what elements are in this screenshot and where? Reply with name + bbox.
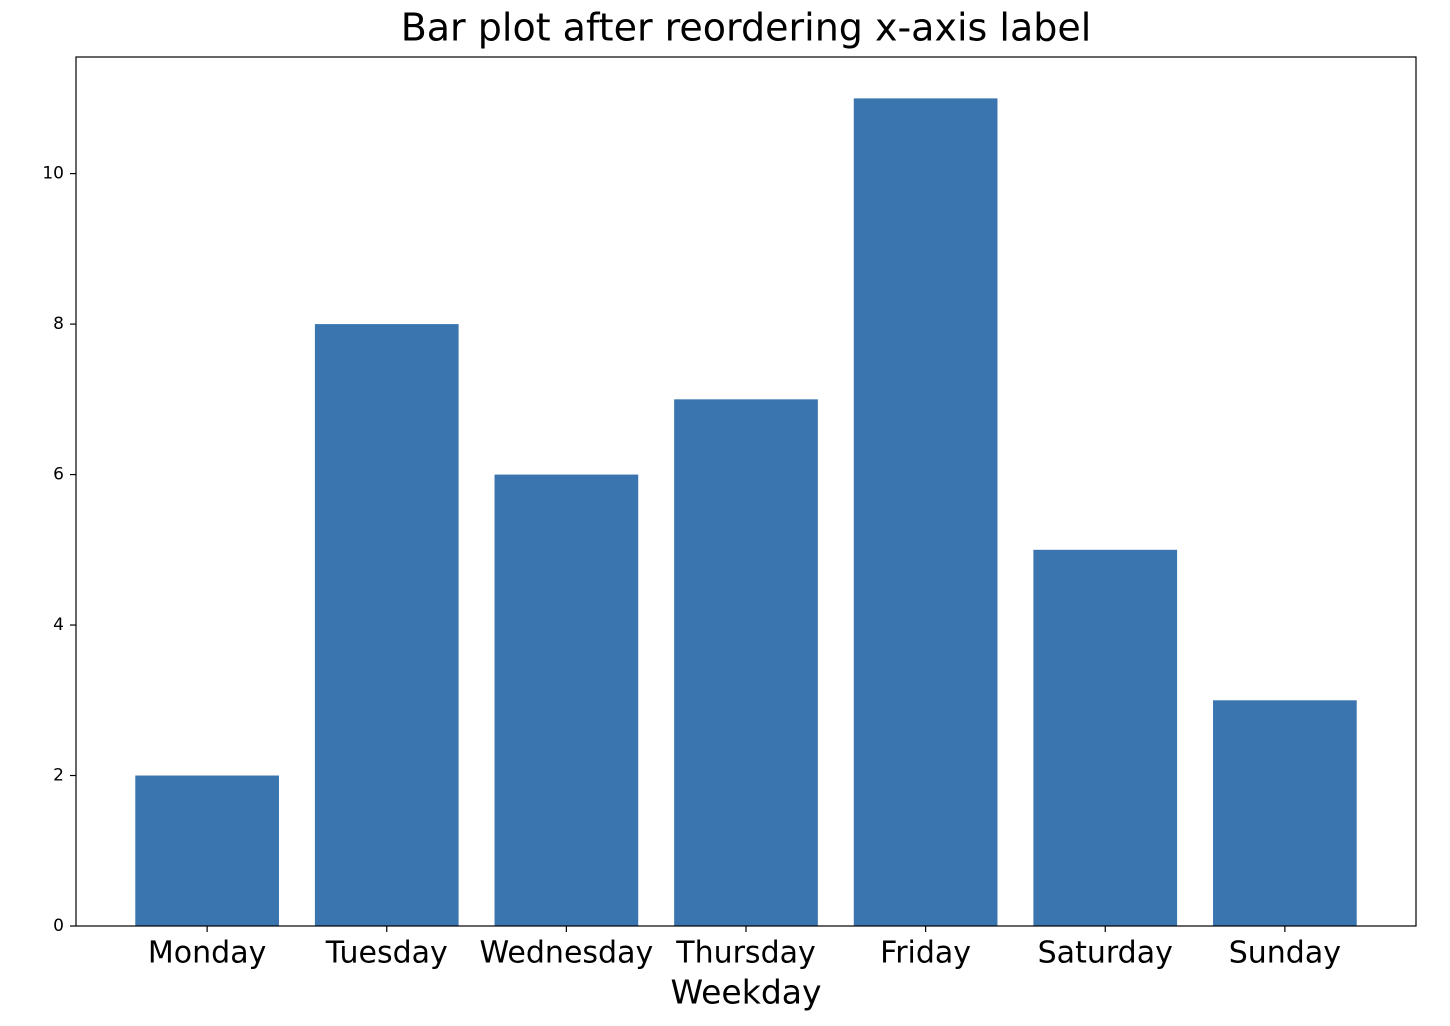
bar (674, 399, 818, 926)
bar (314, 324, 459, 927)
y-tick-label: 0 (53, 916, 64, 936)
y-tick-label: 10 (42, 164, 64, 184)
bar (135, 775, 279, 926)
bar (1213, 700, 1357, 926)
x-tick-label: Monday (148, 936, 266, 971)
y-tick-label: 2 (53, 766, 64, 786)
y-tick-label: 8 (53, 314, 64, 334)
bar (853, 98, 998, 926)
x-axis-label: Weekday (670, 973, 821, 1012)
plot-frame (75, 56, 1417, 927)
y-tick-label: 4 (53, 615, 64, 635)
y-tick-label: 6 (53, 465, 64, 485)
x-tick-label: Friday (880, 936, 971, 971)
x-tick-label: Wednesday (480, 936, 654, 971)
bar (1033, 549, 1178, 926)
x-tick-label: Sunday (1229, 936, 1341, 971)
x-tick-label: Tuesday (325, 936, 448, 971)
x-tick-label: Saturday (1038, 936, 1173, 971)
bar (494, 474, 639, 926)
x-tick-label: Thursday (675, 936, 816, 971)
chart-title: Bar plot after reordering x-axis label (401, 6, 1092, 50)
